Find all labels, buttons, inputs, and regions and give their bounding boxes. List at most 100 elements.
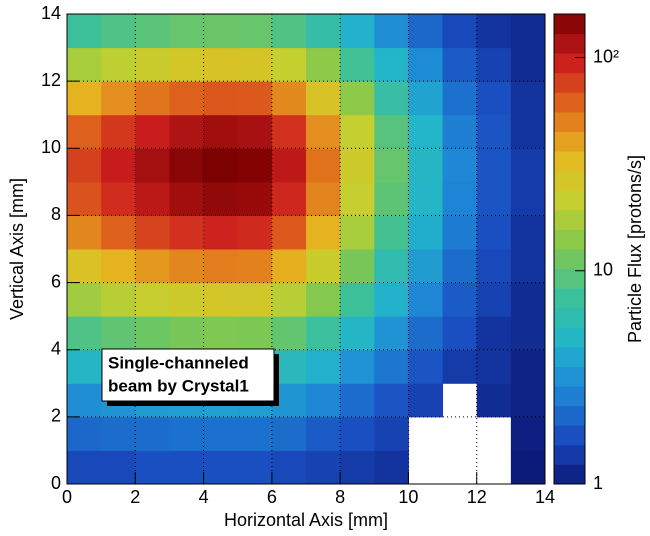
y-axis-label: Vertical Axis [mm]: [7, 178, 27, 320]
heatmap-cell: [408, 47, 444, 82]
colorbar-label: Particle Flux [protons/s]: [625, 155, 645, 343]
heatmap-cell: [101, 416, 136, 451]
heatmap-cell: [442, 316, 478, 351]
heatmap-cell: [67, 316, 102, 351]
heatmap-cell: [135, 416, 170, 451]
heatmap-cell: [306, 14, 341, 49]
heatmap-cell: [340, 81, 375, 116]
heatmap-cell: [408, 349, 444, 384]
heatmap-cell: [67, 114, 102, 149]
colorbar-tick-label: 10²: [593, 46, 619, 66]
heatmap-cell: [169, 114, 205, 149]
x-tick-label: 6: [267, 487, 277, 507]
heatmap-cell: [237, 148, 273, 183]
colorbar-band: [554, 14, 585, 35]
heatmap-cell: [374, 316, 409, 351]
heatmap-cell: [374, 450, 409, 485]
heatmap-cell: [67, 282, 102, 317]
colorbar-band: [554, 209, 585, 230]
heatmap-cell: [510, 282, 546, 317]
y-tick-label: 4: [51, 338, 61, 358]
heatmap-cell: [374, 282, 409, 317]
heatmap-cell: [169, 148, 205, 183]
y-tick-label: 6: [51, 271, 61, 291]
colorbar-tick-label: 1: [593, 473, 603, 493]
colorbar-band: [554, 288, 585, 309]
heatmap-cell: [510, 47, 546, 82]
heatmap-cell: [442, 14, 478, 49]
heatmap-cell: [135, 148, 170, 183]
heatmap-cell: [476, 383, 512, 418]
heatmap-cell: [135, 47, 170, 82]
x-axis-label: Horizontal Axis [mm]: [224, 510, 388, 530]
colorbar-frame: [553, 13, 586, 485]
heatmap-cell: [476, 148, 512, 183]
heatmap-cell: [476, 249, 512, 284]
heatmap-cell: [169, 249, 205, 284]
colorbar-band: [554, 111, 585, 132]
heatmap-cell: [237, 316, 273, 351]
heatmap-cell: [510, 450, 546, 485]
x-tick-label: 4: [199, 487, 209, 507]
heatmap-cell: [306, 181, 341, 216]
heatmap-cell: [306, 416, 341, 451]
heatmap-cell: [67, 181, 102, 216]
heatmap-cell: [101, 249, 136, 284]
heatmap-cell: [340, 215, 375, 250]
heatmap-cell: [271, 14, 307, 49]
heatmap-cell: [237, 450, 273, 485]
heatmap-cell: [237, 47, 273, 82]
heatmap-cell: [237, 181, 273, 216]
x-tick-label: 12: [467, 487, 487, 507]
heatmap-cell: [271, 249, 307, 284]
annotation-text: Single-channeled: [108, 353, 249, 372]
heatmap-cell: [237, 249, 273, 284]
heatmap-cell: [135, 81, 170, 116]
heatmap-cell: [169, 181, 205, 216]
heatmap-cell: [101, 114, 136, 149]
heatmap-cell: [203, 81, 239, 116]
colorbar-band: [554, 229, 585, 250]
heatmap-cell: [510, 114, 546, 149]
plot-frame: [66, 13, 546, 485]
heatmap-cell: [510, 416, 546, 451]
heatmap-cell: [135, 181, 170, 216]
heatmap-cell: [374, 47, 409, 82]
heatmap-cell: [67, 47, 102, 82]
heatmap-cell: [306, 114, 341, 149]
colorbar-band: [554, 151, 585, 172]
heatmap-cell: [374, 249, 409, 284]
heatmap-cell: [101, 215, 136, 250]
heatmap-cell: [203, 14, 239, 49]
heatmap-cell: [67, 383, 102, 418]
x-tick-label: 10: [398, 487, 418, 507]
heatmap-cell: [476, 14, 512, 49]
colorbar-band: [554, 131, 585, 152]
heatmap-cell: [306, 383, 341, 418]
heatmap-cell: [442, 148, 478, 183]
heatmap-cell: [442, 47, 478, 82]
heatmap-cell: [408, 81, 444, 116]
heatmap-cell: [101, 148, 136, 183]
heatmap-cell: [476, 81, 512, 116]
heatmap-cell: [374, 14, 409, 49]
heatmap-cell: [271, 215, 307, 250]
heatmap-cell: [306, 282, 341, 317]
heatmap-cell: [510, 215, 546, 250]
heatmap-cell: [237, 215, 273, 250]
heatmap-cell: [101, 47, 136, 82]
heatmap-cell: [510, 249, 546, 284]
heatmap-cell: [408, 249, 444, 284]
heatmap-cell: [340, 282, 375, 317]
y-tick-label: 0: [51, 473, 61, 493]
heatmap-cell: [67, 14, 102, 49]
colorbar-tick-label: 10: [593, 260, 613, 280]
heatmap-cell: [67, 249, 102, 284]
colorbar-band: [554, 425, 585, 446]
heatmap-cell: [203, 215, 239, 250]
heatmap-cell: [476, 316, 512, 351]
heatmap-cell: [374, 114, 409, 149]
heatmap-cell: [135, 215, 170, 250]
heatmap-cell: [271, 47, 307, 82]
colorbar-band: [554, 33, 585, 54]
